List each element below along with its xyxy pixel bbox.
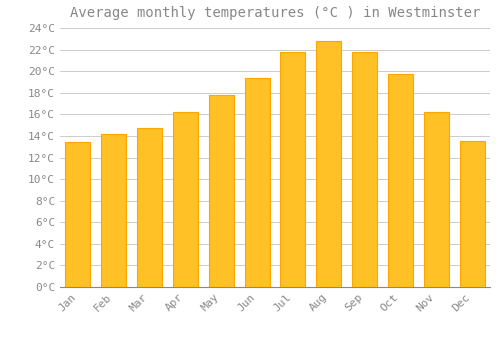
Bar bbox=[388, 75, 413, 287]
Bar bbox=[280, 52, 305, 287]
Bar bbox=[101, 134, 126, 287]
Bar bbox=[424, 112, 449, 287]
Title: Average monthly temperatures (°C ) in Westminster: Average monthly temperatures (°C ) in We… bbox=[70, 6, 480, 20]
Bar bbox=[137, 128, 162, 287]
Bar bbox=[208, 95, 234, 287]
Bar bbox=[460, 141, 484, 287]
Bar bbox=[66, 142, 90, 287]
Bar bbox=[244, 78, 270, 287]
Bar bbox=[352, 52, 377, 287]
Bar bbox=[316, 41, 342, 287]
Bar bbox=[173, 112, 198, 287]
